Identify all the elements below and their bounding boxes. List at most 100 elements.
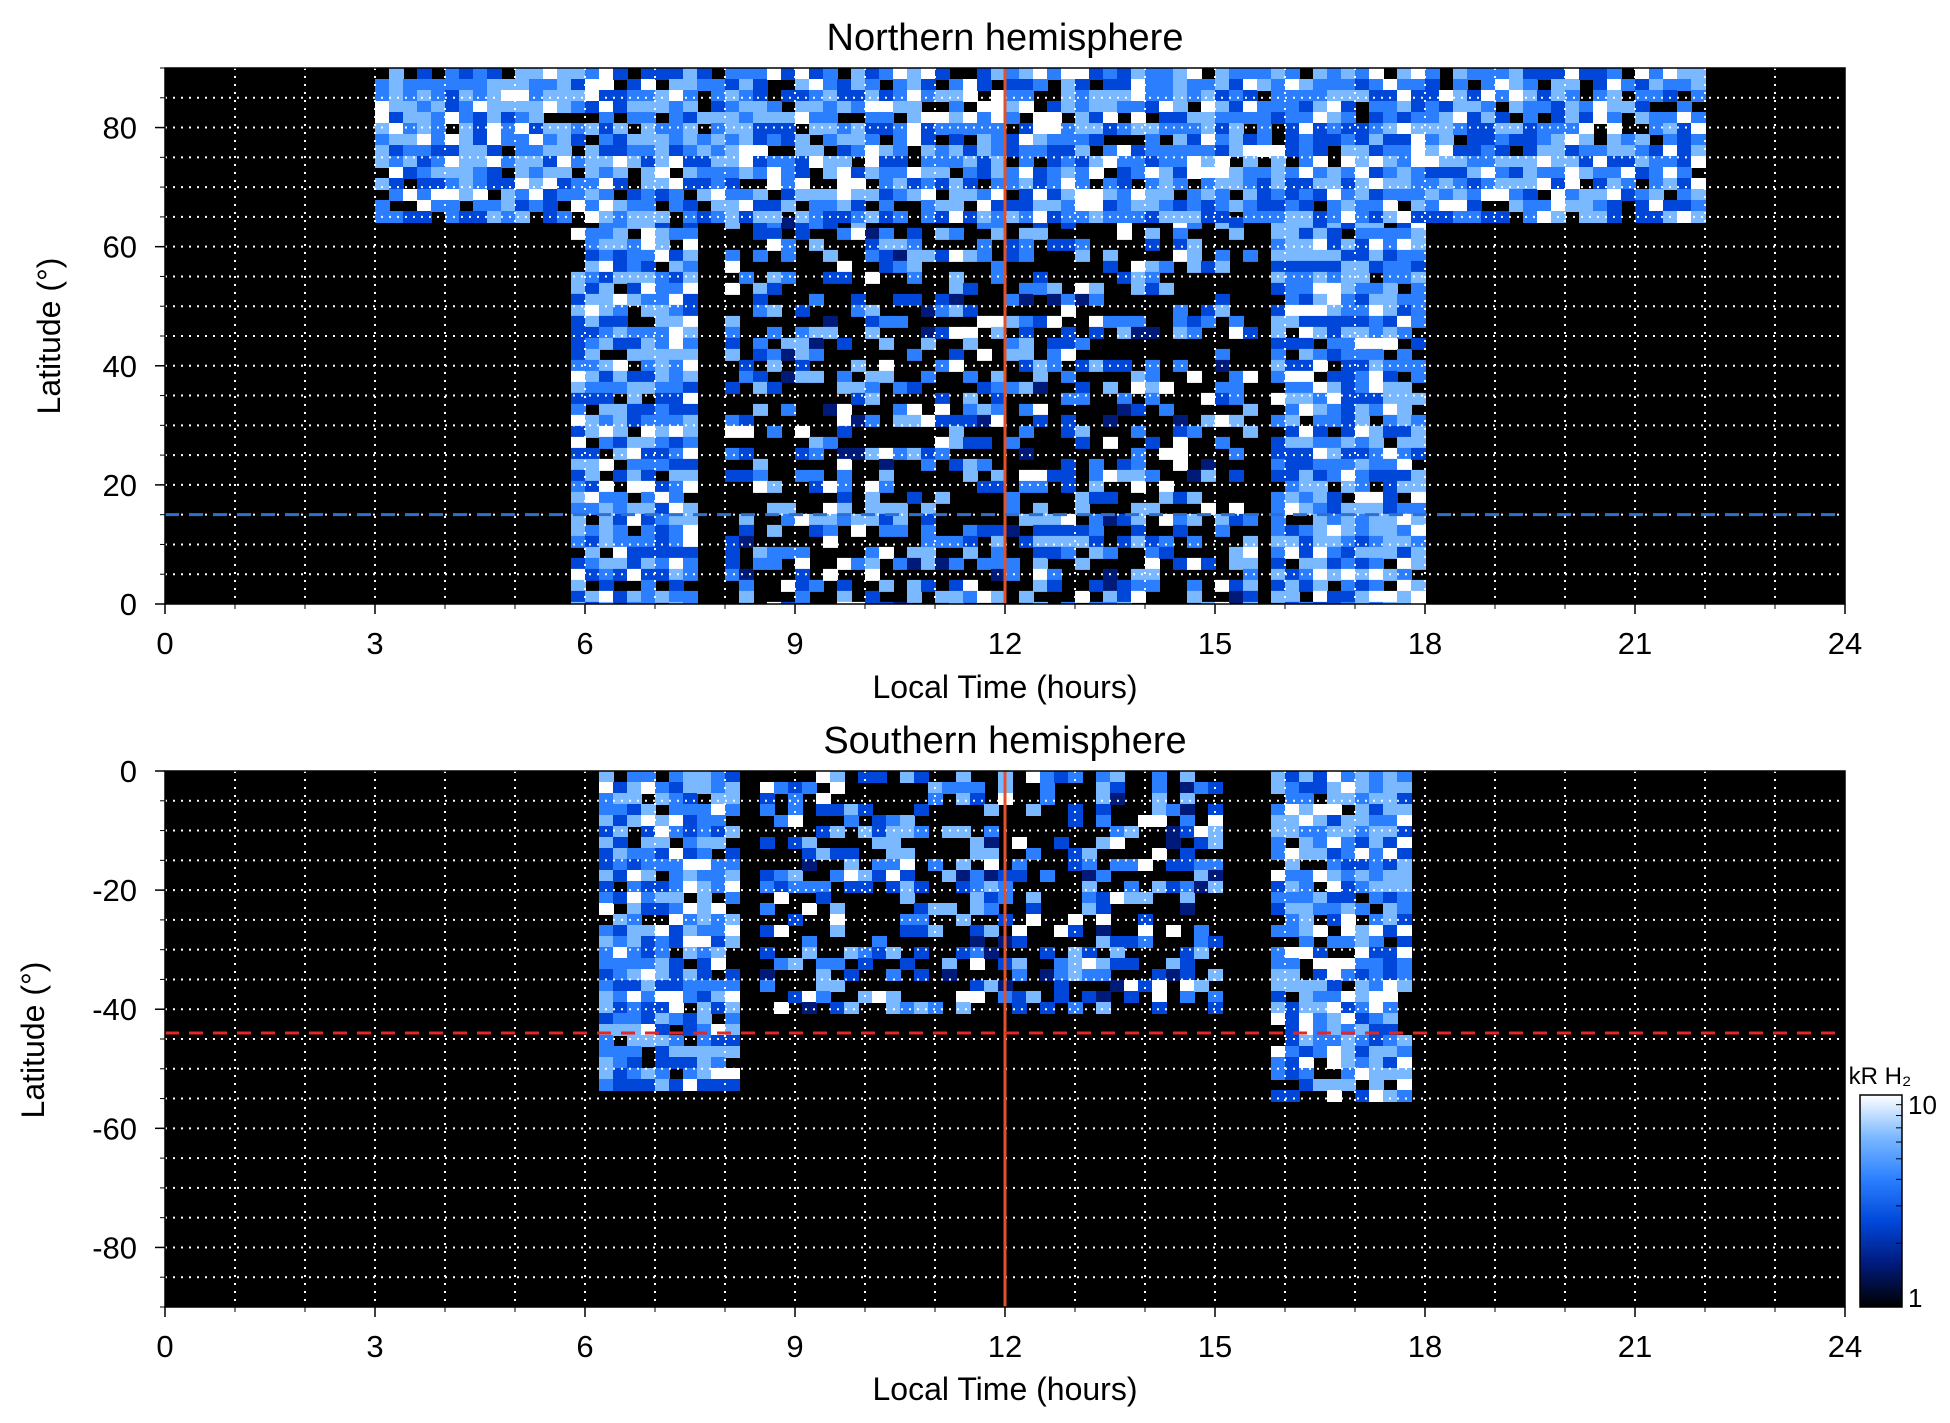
heatmap-cell — [1033, 271, 1048, 284]
heatmap-cell — [760, 881, 775, 893]
heatmap-cell — [865, 249, 880, 262]
heatmap-cell — [1005, 491, 1020, 504]
heatmap-cell — [641, 326, 656, 339]
heatmap-cell — [1166, 859, 1181, 871]
heatmap-cell — [725, 112, 740, 124]
heatmap-cell — [1180, 793, 1195, 805]
heatmap-cell — [389, 145, 404, 157]
heatmap-cell — [1369, 958, 1384, 970]
heatmap-cell — [830, 870, 845, 882]
heatmap-cell — [1117, 579, 1132, 592]
heatmap-cell — [1467, 156, 1482, 168]
heatmap-cell — [1285, 826, 1300, 838]
heatmap-cell — [851, 134, 866, 146]
heatmap-cell — [1019, 326, 1034, 339]
heatmap-cell — [1061, 348, 1076, 361]
heatmap-cell — [830, 958, 845, 970]
heatmap-cell — [1075, 123, 1090, 135]
heatmap-cell — [1257, 189, 1272, 201]
heatmap-cell — [1537, 123, 1552, 135]
heatmap-cell — [823, 101, 838, 113]
heatmap-cell — [1243, 370, 1258, 383]
heatmap-cell — [1313, 178, 1328, 190]
heatmap-cell — [683, 1068, 698, 1080]
heatmap-cell — [935, 145, 950, 157]
x-tick-label: 15 — [1198, 626, 1232, 661]
heatmap-cell — [1299, 469, 1314, 482]
heatmap-cell — [683, 381, 698, 394]
heatmap-cell — [599, 304, 614, 317]
heatmap-cell — [1495, 178, 1510, 190]
heatmap-cell — [515, 79, 530, 91]
heatmap-cell — [1285, 200, 1300, 212]
heatmap-cell — [1481, 134, 1496, 146]
heatmap-cell — [697, 936, 712, 948]
heatmap-cell — [1082, 991, 1097, 1003]
heatmap-cell — [879, 156, 894, 168]
heatmap-cell — [711, 1046, 726, 1058]
heatmap-cell — [1075, 425, 1090, 438]
heatmap-cell — [1173, 359, 1188, 372]
heatmap-cell — [781, 579, 796, 592]
heatmap-cell — [697, 189, 712, 201]
heatmap-cell — [1313, 870, 1328, 882]
heatmap-cell — [872, 859, 887, 871]
heatmap-cell — [1677, 112, 1692, 124]
heatmap-cell — [641, 123, 656, 135]
heatmap-cell — [893, 145, 908, 157]
heatmap-cell — [1159, 480, 1174, 493]
heatmap-cell — [585, 238, 600, 251]
heatmap-cell — [935, 178, 950, 190]
heatmap-cell — [1061, 601, 1076, 604]
heatmap-cell — [1061, 513, 1076, 526]
heatmap-cell — [1180, 782, 1195, 794]
heatmap-cell — [613, 123, 628, 135]
heatmap-cell — [774, 925, 789, 937]
heatmap-cell — [1061, 123, 1076, 135]
heatmap-cell — [1145, 392, 1160, 405]
heatmap-cell — [725, 101, 740, 113]
heatmap-cell — [1313, 579, 1328, 592]
heatmap-cell — [641, 189, 656, 201]
heatmap-cell — [1075, 535, 1090, 548]
heatmap-cell — [599, 1013, 614, 1025]
heatmap-cell — [893, 189, 908, 201]
heatmap-cell — [1012, 925, 1027, 937]
heatmap-cell — [1467, 189, 1482, 201]
heatmap-cell — [1019, 79, 1034, 91]
heatmap-cell — [1005, 315, 1020, 328]
heatmap-cell — [557, 79, 572, 91]
heatmap-cell — [1299, 771, 1314, 783]
heatmap-cell — [1341, 1002, 1356, 1014]
heatmap-cell — [613, 848, 628, 860]
heatmap-cell — [1299, 1068, 1314, 1080]
heatmap-cell — [1397, 68, 1412, 80]
heatmap-cell — [1215, 260, 1230, 273]
heatmap-cell — [1243, 535, 1258, 548]
heatmap-cell — [977, 189, 992, 201]
heatmap-cell — [879, 601, 894, 604]
heatmap-cell — [1481, 123, 1496, 135]
heatmap-cell — [1453, 189, 1468, 201]
heatmap-cell — [1355, 249, 1370, 262]
heatmap-cell — [697, 1002, 712, 1014]
heatmap-cell — [1299, 568, 1314, 581]
heatmap-cell — [1341, 249, 1356, 262]
heatmap-cell — [1341, 859, 1356, 871]
heatmap-cell — [893, 238, 908, 251]
heatmap-cell — [417, 156, 432, 168]
heatmap-cell — [1285, 189, 1300, 201]
heatmap-cell — [1299, 178, 1314, 190]
heatmap-cell — [1383, 337, 1398, 350]
heatmap-cell — [1299, 579, 1314, 592]
heatmap-cell — [1299, 804, 1314, 816]
heatmap-cell — [571, 304, 586, 317]
heatmap-cell — [907, 112, 922, 124]
heatmap-cell — [641, 771, 656, 783]
heatmap-cell — [515, 211, 530, 223]
heatmap-cell — [1369, 579, 1384, 592]
heatmap-cell — [893, 90, 908, 102]
heatmap-cell — [1649, 156, 1664, 168]
heatmap-cell — [669, 535, 684, 548]
heatmap-cell — [697, 991, 712, 1003]
